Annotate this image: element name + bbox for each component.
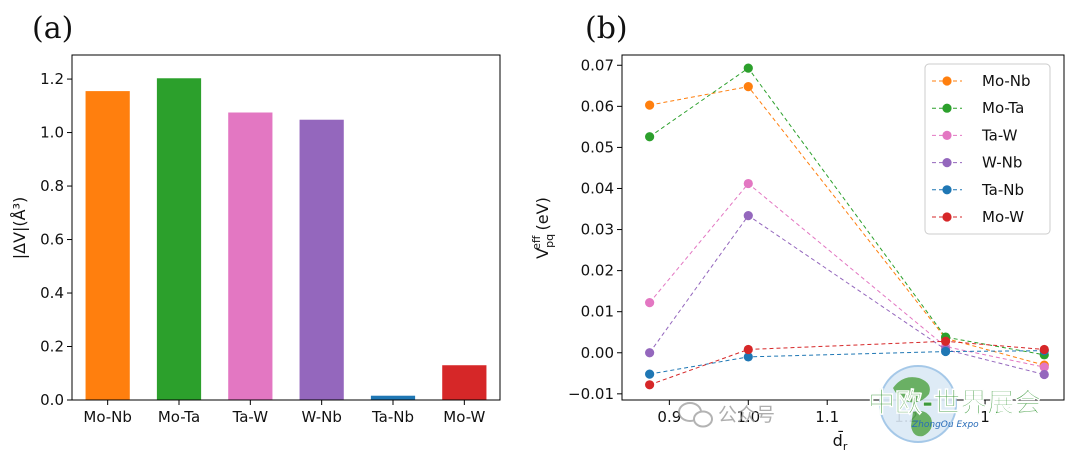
series-line-mo-w xyxy=(649,340,1045,386)
wechat-icon xyxy=(678,402,713,428)
ytick-label: 1.0 xyxy=(40,124,64,142)
bar-series xyxy=(85,78,487,401)
xtick-label: 1.0 xyxy=(736,408,760,426)
bar-chart-panel: (a) 0.0 0.2 0.4 0.6 0.8 1.0 1.2 Mo-Nb Mo-Ta Ta-W W… xyxy=(10,11,501,426)
globe-icon xyxy=(879,365,957,443)
legend-marker-ta-w xyxy=(942,130,952,140)
panel-label-a: (a) xyxy=(32,11,73,46)
bar-chart-ylabel: |ΔV|(Å³) xyxy=(10,197,29,260)
data-point-w-nb xyxy=(1039,369,1049,380)
data-point-ta-w xyxy=(645,298,655,308)
legend-marker-ta-nb xyxy=(942,185,952,195)
bar-chart-axes: 0.0 0.2 0.4 0.6 0.8 1.0 1.2 Mo-Nb Mo-Ta Ta-W W-Nb T… xyxy=(40,70,485,426)
watermark: 公众号 中欧-世界展会 ZhongOu Expo xyxy=(678,365,1042,443)
xtick-label: W-Nb xyxy=(301,408,341,426)
data-point-ta-nb xyxy=(645,369,655,379)
series-line-ta-w xyxy=(649,182,1045,368)
legend-label-mo-w: Mo-W xyxy=(982,208,1024,226)
data-point-w-nb xyxy=(645,348,655,358)
logo-subtext: ZhongOu Expo xyxy=(911,420,979,430)
ytick-label: 0.07 xyxy=(581,56,614,74)
legend-marker-mo-ta xyxy=(942,103,952,113)
bar-w-nb xyxy=(299,119,344,400)
xtick-label: 1.1 xyxy=(815,408,839,426)
ytick-label: 0.05 xyxy=(581,138,614,156)
ytick-label: 0.00 xyxy=(581,344,614,362)
data-point-mo-w xyxy=(1039,344,1049,355)
xtick-label: Mo-Nb xyxy=(83,408,132,426)
line-series xyxy=(645,63,1049,390)
panel-label-b: (b) xyxy=(585,11,628,46)
legend-label-ta-w: Ta-W xyxy=(981,126,1018,144)
logo-text: 中欧-世界展会 xyxy=(868,388,1041,419)
data-point-ta-nb xyxy=(743,352,753,362)
legend-label-mo-ta: Mo-Ta xyxy=(982,99,1024,117)
legend-marker-mo-nb xyxy=(942,76,952,86)
ytick-label: 0.02 xyxy=(581,262,614,280)
data-point-mo-w xyxy=(941,336,951,346)
data-point-ta-w xyxy=(743,178,753,189)
ytick-label: 1.2 xyxy=(40,70,64,88)
line-chart-ylabel: Vpqeff (eV) xyxy=(530,197,556,259)
data-point-mo-nb xyxy=(743,82,753,92)
ytick-label: 0.6 xyxy=(40,231,64,249)
watermark-text: 公众号 xyxy=(718,404,775,426)
ylabel-unit: (eV) xyxy=(533,197,552,235)
xtick-label: Mo-W xyxy=(443,408,485,426)
data-point-ta-w xyxy=(1039,362,1049,372)
data-point-mo-ta xyxy=(645,132,655,142)
legend: Mo-Nb Mo-Ta Ta-W W-Nb Ta-Nb Mo-W xyxy=(924,63,1051,235)
series-line-ta-nb xyxy=(649,350,1045,375)
series-line-mo-nb xyxy=(649,86,1045,366)
ytick-label: 0.01 xyxy=(581,303,614,321)
ytick-label: 0.0 xyxy=(40,391,64,409)
bar-chart-frame xyxy=(71,54,501,401)
xlabel-subscript: r xyxy=(843,440,848,453)
ylabel-superscript: eff xyxy=(530,235,543,250)
legend-label-mo-nb: Mo-Nb xyxy=(982,72,1031,90)
bar-mo-w xyxy=(442,365,487,400)
data-point-w-nb xyxy=(743,210,753,221)
data-point-ta-nb xyxy=(941,346,951,357)
ytick-label: 0.8 xyxy=(40,177,64,195)
legend-box xyxy=(924,63,1051,235)
ytick-label: 0.2 xyxy=(40,338,64,356)
ytick-label: 0.03 xyxy=(581,221,614,239)
line-chart-frame xyxy=(621,54,1065,401)
data-point-mo-ta xyxy=(743,63,753,73)
line-chart-panel: (b) −0.01 0.00 0.01 0.02 0.03 0.04 0.05 0.06 0.0… xyxy=(530,11,1065,453)
xtick-label: Mo-Ta xyxy=(158,408,200,426)
ylabel-subscript: pq xyxy=(543,234,556,248)
legend-label-w-nb: W-Nb xyxy=(982,154,1022,172)
xtick-label: 1 xyxy=(980,408,990,426)
ylabel-symbol: V xyxy=(533,248,552,259)
ytick-label: 0.4 xyxy=(40,284,64,302)
xtick-label: Ta-W xyxy=(232,408,269,426)
data-point-mo-w xyxy=(743,344,753,355)
legend-marker-w-nb xyxy=(942,158,952,168)
bar-ta-w xyxy=(228,112,273,400)
ytick-label: −0.01 xyxy=(568,385,614,403)
data-point-mo-nb xyxy=(645,100,655,110)
legend-marker-mo-w xyxy=(942,212,952,222)
ytick-label: 0.06 xyxy=(581,97,614,115)
xtick-label: Ta-Nb xyxy=(371,408,414,426)
bar-mo-nb xyxy=(85,91,130,401)
bar-mo-ta xyxy=(156,78,202,400)
data-point-mo-w xyxy=(645,380,655,390)
xtick-label: 0.9 xyxy=(657,408,681,426)
legend-label-ta-nb: Ta-Nb xyxy=(981,181,1024,199)
bar-ta-nb xyxy=(370,395,416,400)
ytick-label: 0.04 xyxy=(581,179,614,197)
line-chart-xlabel: d̄r xyxy=(833,431,848,453)
xlabel-symbol: d̄ xyxy=(833,431,844,450)
series-line-w-nb xyxy=(649,214,1045,376)
